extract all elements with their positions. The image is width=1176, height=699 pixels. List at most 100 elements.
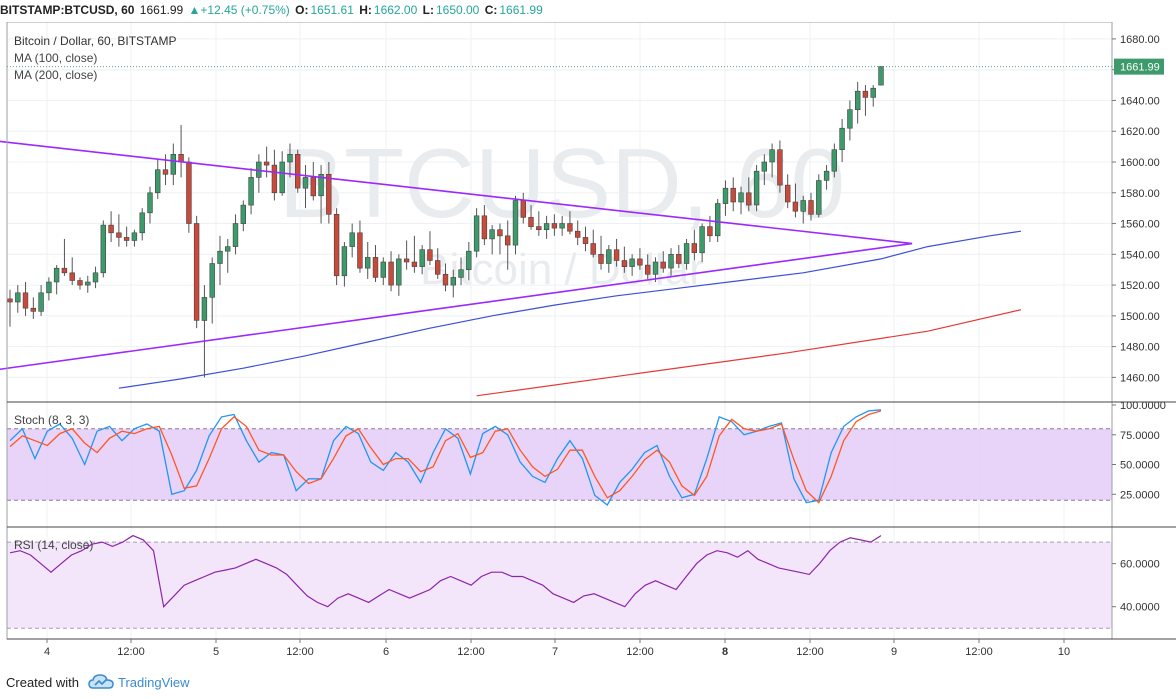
candle-body-up: [302, 177, 309, 189]
candle: [816, 174, 822, 218]
rsi-line: [9, 534, 882, 608]
low-value: 1650.00: [435, 3, 480, 17]
candle-body-down: [528, 217, 534, 227]
candle: [497, 223, 503, 255]
time-tick-label: 4: [44, 646, 50, 658]
candle: [38, 285, 44, 316]
pane-frames: [6, 22, 1176, 640]
candle-body-down: [108, 224, 114, 234]
time-tick-label: 7: [552, 646, 558, 658]
candle-body-up: [512, 200, 519, 246]
candle: [403, 240, 410, 270]
candle-body-up: [473, 215, 480, 252]
candle: [660, 251, 666, 273]
candle: [232, 214, 239, 255]
candle-body-down: [621, 260, 628, 267]
candle-body-down: [481, 215, 488, 240]
close-label: C:: [484, 3, 498, 17]
price-tick-label: 1480.00: [1120, 342, 1160, 354]
candle-body-down: [372, 257, 379, 278]
candle: [100, 220, 107, 278]
candle: [294, 149, 301, 193]
price-tick-label: 1580.00: [1120, 188, 1160, 200]
candle: [800, 195, 806, 224]
time-axis[interactable]: 4 12:00 5 12:00 6 12:00 7 12:00 8 12:00 9 12:00 10: [44, 639, 1070, 658]
candle: [372, 245, 379, 282]
last-price-tag-text: 1661.99: [1120, 62, 1160, 74]
chart-canvas[interactable]: BTCUSD, 60 Bitcoin / Dollar 1460.00 1480.…: [0, 22, 1176, 666]
candle: [131, 229, 138, 247]
candle: [85, 275, 91, 293]
symbol-label[interactable]: BITSTAMP:BTCUSD, 60: [0, 3, 135, 17]
candle-body-up: [248, 177, 254, 206]
candle-body-down: [676, 254, 682, 264]
candle-body-up: [870, 87, 876, 98]
candle: [22, 282, 29, 316]
candle: [139, 208, 145, 241]
candle-body-down: [730, 187, 736, 203]
candle: [318, 165, 324, 224]
candle-body-up: [831, 149, 838, 172]
candle: [676, 245, 682, 269]
candlestick-series: [7, 66, 884, 378]
rsi-path: [9, 534, 882, 608]
candle: [831, 143, 838, 178]
candle-body-down: [271, 164, 278, 194]
candle-body-down: [808, 200, 814, 215]
stoch-d-path: [9, 410, 882, 504]
price-axis[interactable]: 1460.00 1480.00 1500.00 1520.00 1540.00 1560.…: [1112, 34, 1166, 614]
candle-body-up: [53, 267, 60, 283]
candle-body-down: [434, 260, 441, 275]
candle-body-up: [170, 154, 176, 175]
price-tick-label: 1500.00: [1120, 311, 1160, 323]
open-value: 1651.61: [310, 3, 354, 17]
candle: [147, 186, 153, 224]
candle-body-down: [442, 274, 449, 286]
candle-body-up: [240, 204, 246, 224]
candle: [263, 146, 270, 178]
candle: [248, 168, 254, 215]
candle: [310, 162, 316, 201]
candle-body-down: [590, 243, 596, 255]
candle-body-up: [279, 161, 285, 194]
candle-body-down: [30, 307, 36, 312]
candle: [777, 140, 783, 193]
high-value: 1662.00: [373, 3, 418, 17]
candle-body-up: [85, 281, 91, 286]
candle: [574, 220, 581, 246]
candle: [108, 211, 114, 242]
candle: [621, 246, 628, 273]
candle-body-up: [225, 246, 231, 252]
close-value: 1661.99: [499, 3, 543, 17]
tradingview-link[interactable]: TradingView: [118, 675, 190, 690]
candle: [590, 229, 596, 258]
candle: [326, 162, 332, 224]
candle-body-down: [598, 254, 604, 264]
candle: [761, 154, 768, 186]
candle: [193, 215, 200, 329]
candle-body-up: [155, 169, 161, 194]
candle-body-down: [567, 223, 573, 232]
candle-body-down: [427, 249, 433, 261]
candle: [61, 238, 68, 276]
candle-body-up: [769, 149, 775, 163]
last-price-tag: 1661.99: [1114, 58, 1164, 75]
candle: [699, 223, 705, 262]
time-tick-label: 12:00: [965, 646, 993, 658]
candle: [217, 235, 223, 286]
candle-body-down: [123, 237, 130, 241]
created-with-label: Created with: [6, 675, 79, 690]
candle: [862, 85, 869, 116]
candle: [652, 257, 659, 282]
candle: [178, 125, 184, 178]
candle-body-down: [707, 226, 713, 237]
candle: [349, 223, 355, 258]
candle-body-up: [878, 66, 884, 86]
candle: [504, 220, 511, 270]
candle: [606, 245, 612, 273]
candle-body-down: [504, 235, 511, 246]
candle-body-down: [263, 161, 270, 166]
price-tick-label: 1600.00: [1120, 157, 1160, 169]
triangle-trendlines[interactable]: [0, 137, 913, 374]
candle: [683, 238, 690, 270]
